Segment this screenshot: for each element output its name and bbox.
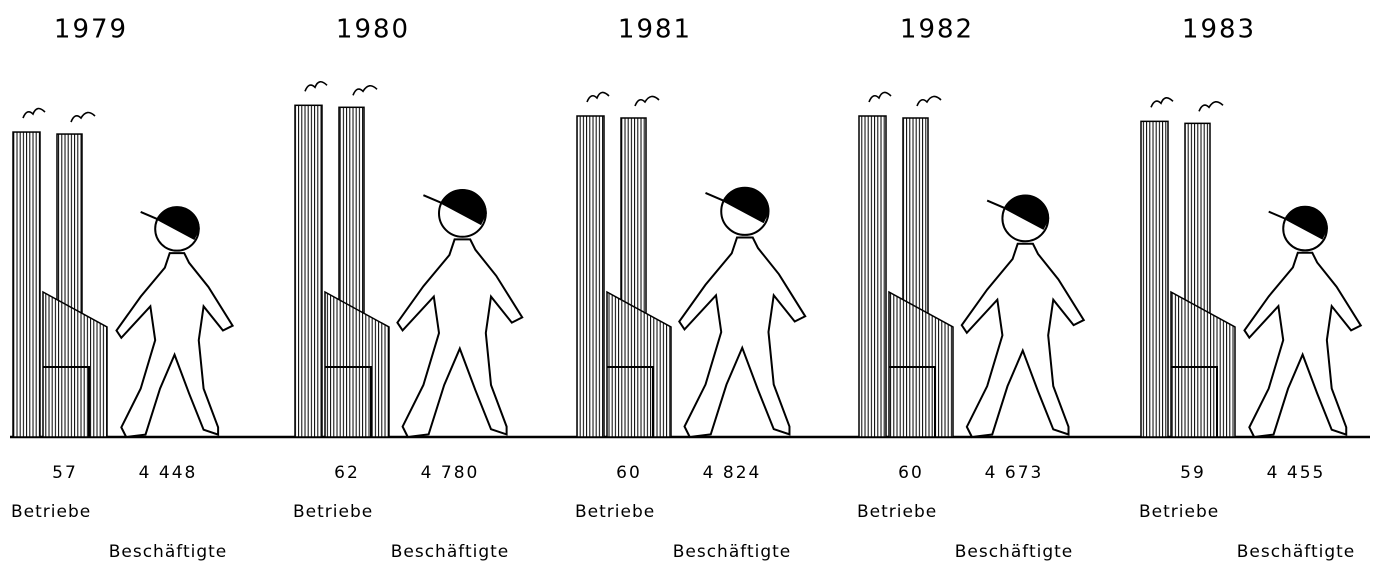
series-label: Beschäftigte [391,542,510,562]
value-label: 62 [334,463,360,483]
series-label: Betriebe [11,502,91,522]
chimney [577,116,604,437]
worker [1244,207,1360,437]
smoke [305,82,327,92]
building [889,292,953,437]
value-label: 4 448 [139,463,198,483]
building [1171,292,1235,437]
chimney [1141,121,1168,437]
body [1244,253,1360,437]
factory [295,82,389,437]
smoke [917,96,941,106]
body [397,239,522,437]
value-label: 4 673 [985,463,1044,483]
worker [962,195,1084,437]
building [607,292,671,437]
series-label: Beschäftigte [1237,542,1356,562]
value-label: 57 [52,463,78,483]
series-label: Betriebe [575,502,655,522]
smoke [1151,98,1173,108]
series-label: Beschäftigte [673,542,792,562]
building [325,292,389,437]
building [43,292,107,437]
series-label: Beschäftigte [109,542,228,562]
value-label: 4 824 [703,463,762,483]
smoke [587,92,609,102]
value-label: 4 780 [421,463,480,483]
year-label: 1981 [618,15,692,45]
smoke [71,112,95,122]
year-label: 1983 [1182,15,1256,45]
value-label: 59 [1180,463,1206,483]
worker [116,207,232,437]
year-label: 1980 [336,15,410,45]
chart: 1979 57 4 448 Betriebe Beschäftigte 1980 62 4 7… [0,0,1386,563]
series-label: Betriebe [293,502,373,522]
body [679,238,805,437]
factory [577,92,671,437]
smoke [353,86,377,96]
year-label: 1982 [900,15,974,45]
worker [397,190,522,437]
smoke [869,92,891,102]
smoke [635,96,659,106]
series-label: Betriebe [1139,502,1219,522]
page: 1979 57 4 448 Betriebe Beschäftigte 1980 62 4 7… [0,0,1386,563]
smoke [23,108,45,118]
value-label: 60 [898,463,924,483]
year-label: 1979 [54,15,128,45]
body [116,253,232,437]
chimney [13,132,40,437]
series-label: Beschäftigte [955,542,1074,562]
worker [679,188,805,437]
body [962,244,1084,437]
chimney [859,116,886,437]
factory [1141,98,1235,437]
factory [13,108,107,437]
value-label: 4 455 [1267,463,1326,483]
smoke [1199,102,1223,112]
factory [859,92,953,437]
value-label: 60 [616,463,642,483]
series-label: Betriebe [857,502,937,522]
chimney [295,105,322,437]
